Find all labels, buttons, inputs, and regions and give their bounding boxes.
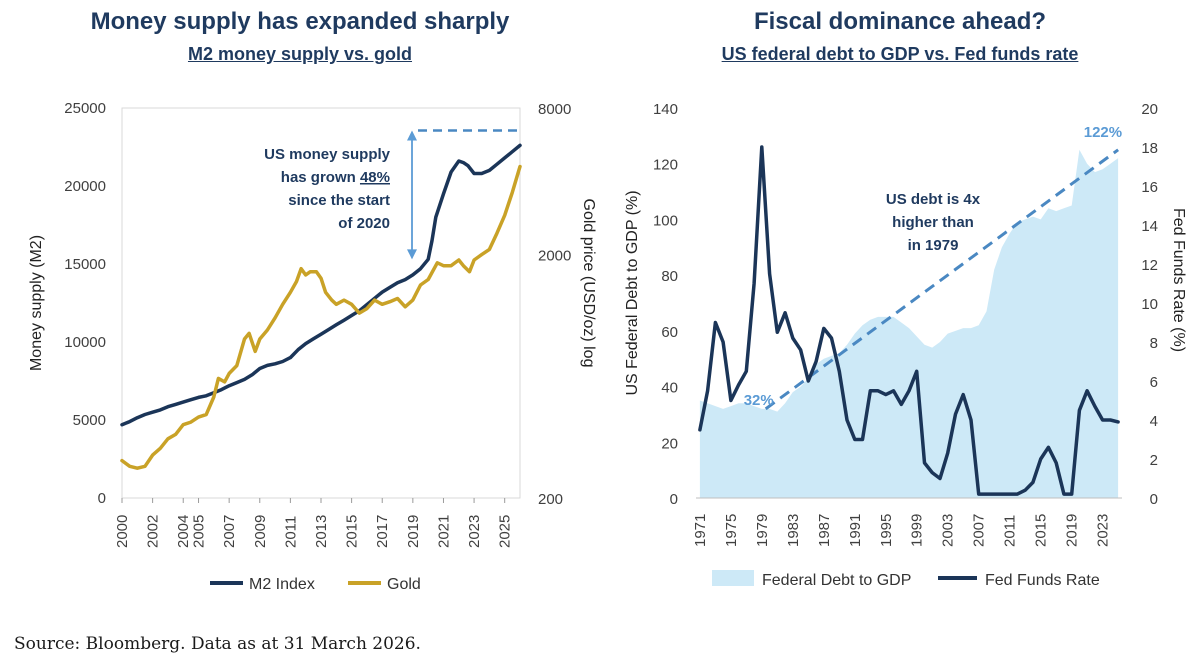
trend-end-label: 122% [1084, 124, 1122, 141]
source-note: Source: Bloomberg. Data as at 31 March 2… [14, 634, 421, 654]
growth-arrow-head-top [407, 130, 417, 141]
x-tick-label: 2017 [374, 515, 391, 548]
annotation-line-2: has grown 48% [281, 169, 390, 186]
x-tick-label: 1979 [754, 514, 771, 547]
x-tick-label: 1975 [723, 514, 740, 547]
y-tick-label: 120 [653, 157, 678, 174]
x-tick-label: 1987 [816, 514, 833, 547]
y-tick-label: 60 [661, 324, 678, 341]
y-tick-label: 25000 [64, 100, 106, 117]
x-tick-label: 1971 [692, 514, 709, 547]
debt-to-gdp-area [699, 149, 1119, 499]
y-tick-label: 40 [661, 380, 678, 397]
annotation-growth-percent: 48% [360, 169, 390, 186]
y2-tick-label: 12 [1141, 257, 1158, 274]
x-tick-label: 2015 [344, 515, 361, 548]
legend-fedfunds-label: Fed Funds Rate [985, 572, 1100, 589]
growth-arrow-head-bottom [407, 249, 417, 260]
y-tick-label: 100 [653, 212, 678, 229]
y-tick-label: 20 [661, 435, 678, 452]
y2-tick-label: 8 [1150, 335, 1158, 352]
y2-tick-label: 8000 [538, 101, 571, 118]
y-tick-label: 0 [670, 491, 678, 508]
gold-line [120, 164, 522, 470]
m2-line [120, 143, 522, 427]
x-tick-label: 2019 [405, 515, 422, 548]
annotation-line-1: US debt is 4x [886, 191, 981, 208]
y2-axis-title: Gold price (USD/oz) log [580, 199, 597, 368]
y2-tick-label: 6 [1150, 374, 1158, 391]
x-tick-label: 1995 [878, 514, 895, 547]
y2-axis-title: Fed Funds Rate (%) [1170, 208, 1187, 352]
y-axis-title: US Federal Debt to GDP (%) [624, 190, 641, 395]
y-tick-label: 140 [653, 101, 678, 118]
legend-gold-label: Gold [387, 576, 421, 593]
y2-tick-label: 0 [1150, 491, 1158, 508]
plot-area-border [121, 107, 521, 499]
x-tick-label: 2011 [282, 516, 299, 548]
right-chart-panel: Fiscal dominance ahead? US federal debt … [600, 0, 1200, 630]
y2-tick-label: 16 [1141, 179, 1158, 196]
x-tick-label: 2011 [1002, 515, 1019, 547]
x-tick-label: 2019 [1064, 514, 1081, 547]
y-tick-label: 0 [98, 490, 106, 507]
annotation-line-3: since the start [288, 192, 390, 209]
m2-gold-chart: 0 5000 10000 15000 20000 25000 200 2000 8000 2000… [28, 100, 597, 593]
x-tick-label: 1991 [847, 514, 864, 547]
debt-fedfunds-chart: 0 20 40 60 80 100 120 140 0 2 4 6 8 10 12 14 16 18 20 1971 1… [624, 101, 1187, 589]
x-tick-label: 2000 [114, 515, 131, 548]
left-chart-panel: Money supply has expanded sharply M2 mon… [0, 0, 600, 630]
y2-tick-label: 4 [1150, 413, 1158, 430]
x-tick-label: 2003 [940, 514, 957, 547]
x-tick-label: 2004 [175, 515, 192, 548]
legend-debt-label: Federal Debt to GDP [762, 572, 911, 589]
y-tick-label: 20000 [64, 178, 106, 195]
debt-trend-dashed-line [764, 148, 1120, 411]
y2-tick-label: 18 [1141, 140, 1158, 157]
annotation-line-4: of 2020 [338, 215, 390, 232]
annotation-line-2-prefix: has grown [281, 169, 360, 186]
x-tick-label: 2023 [466, 515, 483, 548]
x-tick-label: 2005 [191, 515, 208, 548]
y2-tick-label: 2 [1150, 452, 1158, 469]
y2-tick-label: 20 [1141, 101, 1158, 118]
right-chart-title: Fiscal dominance ahead? [753, 8, 1047, 35]
annotation-line-3: in 1979 [908, 237, 959, 254]
x-tick-label: 2015 [1033, 514, 1050, 547]
left-chart-title: Money supply has expanded sharply [90, 8, 510, 35]
fed-funds-line [698, 145, 1120, 496]
x-tick-label: 1983 [785, 514, 802, 547]
y2-tick-label: 10 [1141, 296, 1158, 313]
y2-tick-label: 200 [538, 491, 563, 508]
y-tick-label: 10000 [64, 334, 106, 351]
y-tick-label: 15000 [64, 256, 106, 273]
x-tick-label: 1999 [909, 514, 926, 547]
y-tick-label: 5000 [73, 412, 106, 429]
x-tick-label: 2002 [145, 515, 162, 548]
annotation-line-2: higher than [892, 214, 974, 231]
x-tick-label: 2023 [1095, 514, 1112, 547]
y2-tick-label: 14 [1141, 218, 1158, 235]
x-tick-label: 2013 [313, 515, 330, 548]
y-tick-label: 80 [661, 268, 678, 285]
y2-tick-label: 2000 [538, 248, 571, 265]
legend-m2-label: M2 Index [249, 576, 315, 593]
right-chart-subtitle: US federal debt to GDP vs. Fed funds rat… [721, 44, 1079, 64]
x-tick-label: 2007 [971, 514, 988, 547]
trend-start-label: 32% [744, 392, 774, 409]
annotation-line-1: US money supply [264, 146, 391, 163]
left-chart-subtitle: M2 money supply vs. gold [187, 44, 413, 64]
x-tick-label: 2025 [497, 515, 514, 548]
x-tick-label: 2021 [435, 515, 452, 548]
y-axis-title: Money supply (M2) [28, 235, 45, 371]
x-tick-label: 2009 [252, 515, 269, 548]
legend-debt-swatch [712, 570, 754, 586]
x-tick-label: 2007 [221, 515, 238, 548]
